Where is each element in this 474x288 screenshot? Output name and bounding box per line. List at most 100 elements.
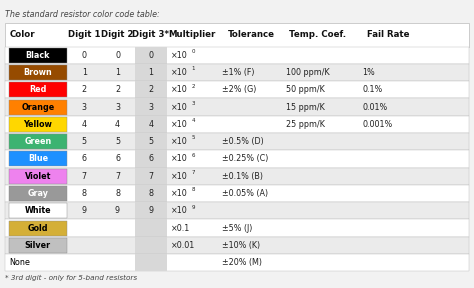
FancyBboxPatch shape: [135, 168, 167, 185]
FancyBboxPatch shape: [5, 202, 469, 219]
FancyBboxPatch shape: [5, 81, 469, 98]
Text: 1: 1: [115, 68, 120, 77]
Text: 0: 0: [148, 51, 153, 60]
Text: ±2% (G): ±2% (G): [222, 85, 257, 94]
Text: ±5% (J): ±5% (J): [222, 223, 253, 233]
FancyBboxPatch shape: [135, 64, 167, 81]
Text: 9: 9: [115, 206, 120, 215]
Text: 2: 2: [82, 85, 87, 94]
Text: Brown: Brown: [24, 68, 52, 77]
Text: Tolerance: Tolerance: [228, 30, 275, 39]
Text: 6: 6: [148, 154, 153, 164]
Text: Black: Black: [26, 51, 50, 60]
Text: Temp. Coef.: Temp. Coef.: [289, 30, 346, 39]
FancyBboxPatch shape: [9, 169, 67, 184]
Text: 0: 0: [115, 51, 120, 60]
Text: 5: 5: [82, 137, 87, 146]
FancyBboxPatch shape: [5, 168, 469, 185]
FancyBboxPatch shape: [9, 48, 67, 63]
FancyBboxPatch shape: [5, 47, 469, 64]
Text: 5: 5: [191, 135, 195, 140]
FancyBboxPatch shape: [135, 47, 167, 64]
Text: 1%: 1%: [362, 68, 375, 77]
Text: 1: 1: [148, 68, 153, 77]
FancyBboxPatch shape: [135, 116, 167, 133]
FancyBboxPatch shape: [135, 237, 167, 254]
Text: 3: 3: [115, 103, 120, 112]
Text: 8: 8: [82, 189, 87, 198]
Text: ×10: ×10: [171, 206, 187, 215]
Text: * 3rd digit - only for 5-band resistors: * 3rd digit - only for 5-band resistors: [5, 275, 137, 281]
Text: Color: Color: [9, 30, 35, 39]
Text: None: None: [9, 258, 30, 267]
Text: ×10: ×10: [171, 51, 187, 60]
Text: Silver: Silver: [25, 241, 51, 250]
FancyBboxPatch shape: [9, 134, 67, 149]
FancyBboxPatch shape: [9, 65, 67, 80]
Text: 3: 3: [82, 103, 87, 112]
Text: 8: 8: [115, 189, 120, 198]
Text: Orange: Orange: [21, 103, 55, 112]
Text: 5: 5: [148, 137, 153, 146]
Text: ±1% (F): ±1% (F): [222, 68, 255, 77]
Text: 6: 6: [115, 154, 120, 164]
Text: Yellow: Yellow: [24, 120, 52, 129]
FancyBboxPatch shape: [135, 254, 167, 271]
Text: ×0.01: ×0.01: [171, 241, 195, 250]
Text: 3: 3: [191, 101, 195, 106]
FancyBboxPatch shape: [5, 98, 469, 116]
Text: 9: 9: [191, 204, 195, 209]
Text: ×10: ×10: [171, 85, 187, 94]
Text: 8: 8: [191, 187, 195, 192]
Text: Gold: Gold: [27, 223, 48, 233]
FancyBboxPatch shape: [9, 151, 67, 166]
FancyBboxPatch shape: [5, 219, 469, 237]
FancyBboxPatch shape: [135, 81, 167, 98]
FancyBboxPatch shape: [135, 185, 167, 202]
Text: ×10: ×10: [171, 120, 187, 129]
Text: 5: 5: [115, 137, 120, 146]
Text: Digit 3*: Digit 3*: [132, 30, 169, 39]
Text: ×10: ×10: [171, 154, 187, 164]
FancyBboxPatch shape: [135, 133, 167, 150]
Text: The standard resistor color code table:: The standard resistor color code table:: [5, 10, 159, 19]
Text: 0.01%: 0.01%: [362, 103, 387, 112]
Text: 25 ppm/K: 25 ppm/K: [286, 120, 325, 129]
Text: 6: 6: [82, 154, 87, 164]
Text: 9: 9: [148, 206, 153, 215]
Text: ×10: ×10: [171, 137, 187, 146]
FancyBboxPatch shape: [9, 117, 67, 132]
Text: 4: 4: [148, 120, 153, 129]
Text: Fail Rate: Fail Rate: [367, 30, 410, 39]
FancyBboxPatch shape: [9, 203, 67, 218]
Text: 0: 0: [191, 49, 195, 54]
Text: ×10: ×10: [171, 103, 187, 112]
Text: White: White: [25, 206, 51, 215]
Text: 6: 6: [191, 153, 195, 158]
Text: ×0.1: ×0.1: [171, 223, 190, 233]
FancyBboxPatch shape: [135, 202, 167, 219]
FancyBboxPatch shape: [135, 98, 167, 116]
Text: 7: 7: [148, 172, 153, 181]
Text: ±0.05% (A): ±0.05% (A): [222, 189, 268, 198]
Text: 2: 2: [115, 85, 120, 94]
FancyBboxPatch shape: [135, 219, 167, 237]
Text: 15 ppm/K: 15 ppm/K: [286, 103, 325, 112]
Text: ×10: ×10: [171, 68, 187, 77]
Text: 4: 4: [115, 120, 120, 129]
Text: 1: 1: [191, 66, 195, 71]
Text: 7: 7: [191, 170, 195, 175]
FancyBboxPatch shape: [5, 185, 469, 202]
Text: 50 ppm/K: 50 ppm/K: [286, 85, 325, 94]
Text: 9: 9: [82, 206, 87, 215]
FancyBboxPatch shape: [5, 23, 469, 47]
FancyBboxPatch shape: [9, 221, 67, 236]
FancyBboxPatch shape: [5, 254, 469, 271]
FancyBboxPatch shape: [9, 82, 67, 97]
Text: 3: 3: [148, 103, 153, 112]
Text: ×10: ×10: [171, 189, 187, 198]
Text: ±0.1% (B): ±0.1% (B): [222, 172, 263, 181]
Text: 8: 8: [148, 189, 153, 198]
Text: ±0.5% (D): ±0.5% (D): [222, 137, 264, 146]
FancyBboxPatch shape: [5, 150, 469, 168]
